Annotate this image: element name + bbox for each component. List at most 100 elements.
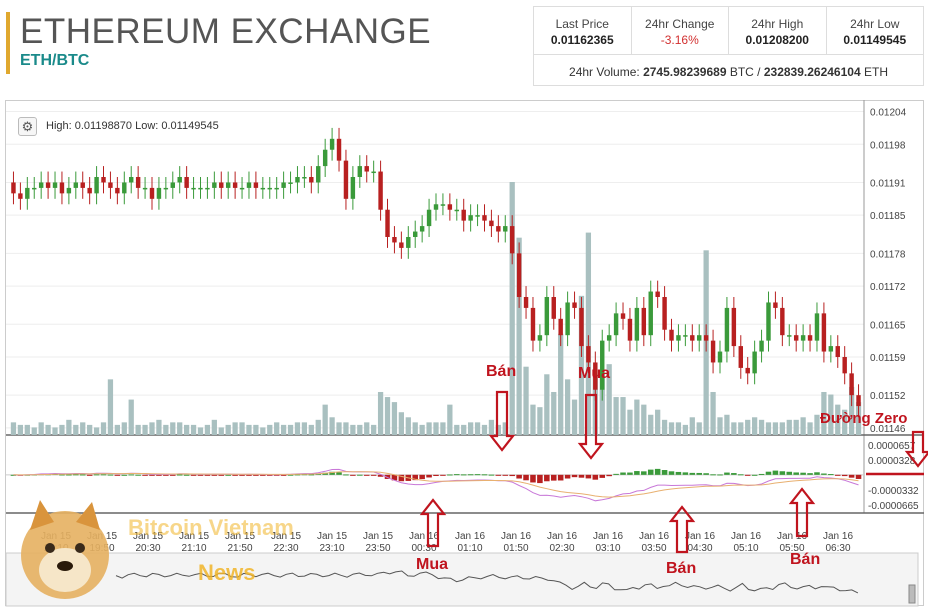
volume-bar	[835, 404, 841, 435]
volume-bar	[814, 414, 820, 435]
macd-histogram-bar	[703, 473, 709, 475]
candle-body	[129, 177, 134, 183]
candle-body	[627, 318, 633, 341]
volume-bar	[655, 409, 661, 435]
macd-histogram-bar	[287, 474, 294, 476]
volume-bar	[481, 424, 488, 435]
volume-bar	[364, 422, 370, 435]
volume-bar	[128, 399, 134, 435]
macd-histogram-bar	[107, 474, 114, 476]
volume-bar	[842, 409, 848, 435]
macd-histogram-bar	[266, 474, 273, 476]
candle-body	[45, 182, 51, 188]
volume-bar	[454, 424, 460, 435]
macd-histogram-bar	[204, 474, 211, 476]
candle-body	[503, 226, 508, 232]
volume-bar	[585, 232, 592, 435]
x-tick-label: 01:10	[457, 543, 482, 554]
volume-bar	[10, 422, 17, 435]
volume-bar	[336, 422, 342, 435]
macd-tick-label: 0.0000328	[868, 456, 916, 467]
macd-histogram-bar	[121, 474, 128, 476]
x-tick-label: 20:30	[135, 543, 160, 554]
volume-bar	[682, 424, 688, 435]
volume-bar	[322, 404, 328, 435]
candle-body	[122, 182, 127, 194]
volume-bar	[405, 417, 411, 435]
macd-histogram-bar	[516, 474, 522, 479]
x-tick-label: Jan 16	[547, 531, 577, 542]
macd-histogram-bar	[544, 474, 550, 482]
volume-bar	[267, 424, 273, 435]
macd-histogram-bar	[696, 472, 702, 475]
macd-histogram-bar	[738, 474, 744, 476]
macd-histogram-bar	[502, 474, 509, 476]
volume-bar	[765, 422, 772, 435]
macd-histogram-bar	[86, 474, 93, 476]
macd-histogram-bar	[848, 474, 855, 478]
macd-histogram-bar	[73, 474, 79, 476]
macd-histogram-bar	[557, 474, 564, 481]
volume-bar	[357, 424, 363, 435]
volume-bar	[280, 424, 287, 435]
volume-bar	[419, 424, 425, 435]
gear-icon[interactable]: ⚙	[18, 117, 37, 136]
volume-bar	[537, 407, 543, 435]
volume-bar	[800, 417, 806, 435]
x-tick-label: Jan 16	[455, 531, 485, 542]
volume-bar	[308, 424, 314, 435]
candle-body	[523, 297, 529, 308]
volume-bar	[509, 182, 515, 435]
volume-bar	[578, 295, 585, 435]
candle-body	[600, 340, 605, 390]
volume-bar	[516, 237, 522, 435]
candle-body	[509, 226, 515, 254]
volume-bar	[177, 422, 183, 435]
macd-histogram-bar	[613, 473, 619, 475]
macd-histogram-bar	[114, 474, 121, 476]
candle-body	[253, 182, 259, 188]
x-tick-label: 05:10	[733, 543, 758, 554]
x-tick-label: 04:30	[687, 543, 712, 554]
x-tick-label: 03:10	[595, 543, 620, 554]
volume-bar	[613, 397, 619, 435]
volume-bar	[488, 419, 495, 435]
macd-histogram-bar	[447, 474, 453, 476]
macd-histogram-bar	[239, 474, 245, 476]
volume-bar	[412, 422, 418, 435]
macd-tick-label: 0.0000657	[868, 441, 916, 452]
macd-histogram-bar	[156, 474, 162, 476]
candle-body	[87, 187, 92, 194]
macd-histogram-bar	[744, 474, 751, 476]
x-tick-label: Jan 15	[179, 531, 209, 542]
candle-body	[634, 307, 640, 341]
candle-body	[766, 302, 771, 341]
x-tick-label: 23:50	[365, 543, 390, 554]
macd-histogram-bar	[537, 474, 543, 484]
macd-histogram-bar	[779, 471, 786, 475]
volume-bar	[246, 424, 252, 435]
volume-bar	[551, 391, 557, 435]
volume-bar	[661, 419, 668, 435]
macd-histogram-bar	[717, 474, 723, 476]
navigator-line	[115, 570, 859, 594]
macd-histogram-bar	[170, 474, 176, 476]
macd-histogram-bar	[620, 472, 626, 475]
volume-bar	[634, 399, 640, 435]
volume-bar	[606, 364, 612, 435]
candle-body	[274, 187, 279, 190]
x-tick-label: Jan 16	[823, 531, 853, 542]
macd-histogram-bar	[772, 470, 779, 475]
candle-body	[267, 187, 272, 190]
macd-histogram-bar	[467, 474, 474, 476]
macd-histogram-bar	[398, 474, 405, 482]
volume-bar	[343, 422, 349, 435]
macd-histogram-bar	[606, 474, 612, 477]
macd-histogram-bar	[564, 474, 571, 479]
macd-histogram-bar	[599, 474, 606, 478]
candle-body	[52, 182, 58, 188]
candle-body	[406, 237, 411, 248]
candle-body	[329, 138, 335, 150]
volume-bar	[24, 424, 30, 435]
